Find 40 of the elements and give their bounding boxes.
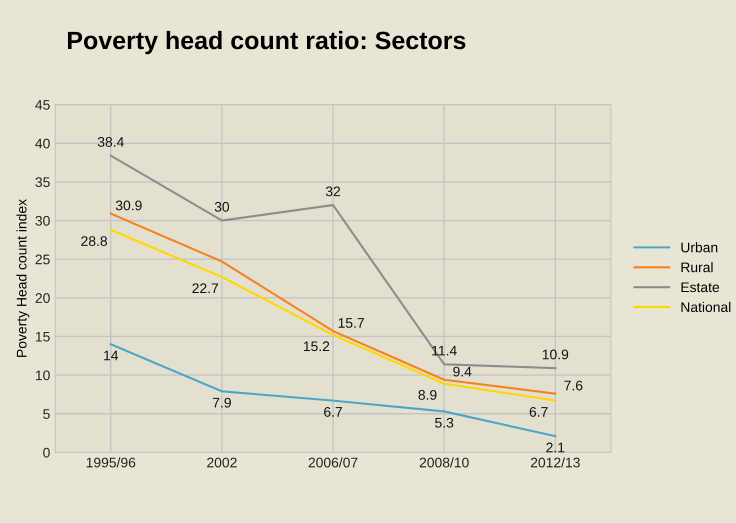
data-label: 15.7 [338,318,364,328]
data-label: 14 [104,350,118,360]
data-label: 30.9 [116,200,142,210]
data-label: 6.7 [324,407,342,417]
x-tick-label: 2006/07 [308,457,358,468]
data-label: 22.7 [192,283,218,294]
data-label: 11.4 [432,346,457,356]
legend-label: National [681,302,730,312]
y-tick-label: 35 [35,177,50,188]
data-label: 7.9 [212,398,231,408]
data-label: 6.7 [530,407,548,417]
y-tick-label: 30 [35,216,50,226]
y-axis-title: Poverty Head count index [16,199,30,357]
x-tick-label: 2002 [207,458,237,468]
chart-title: Poverty head count ratio: Sectors [68,30,466,54]
y-tick-label: 15 [36,332,50,342]
data-label: 5.3 [435,418,454,428]
data-label: 9.4 [453,366,472,377]
data-label: 2.1 [546,442,564,452]
y-tick-label: 5 [43,409,50,419]
x-tick-label: 2008/10 [420,457,469,468]
x-tick-label: 1995/96 [86,457,136,468]
data-label: 8.9 [418,390,437,400]
data-label: 10.9 [542,350,568,360]
data-label: 30 [214,202,230,212]
y-tick-label: 20 [36,293,50,303]
legend-label: Urban [681,242,718,252]
y-tick-label: 0 [43,448,50,458]
x-tick-label: 2012/13 [530,457,580,468]
y-tick-label: 40 [35,138,50,148]
legend-label: Estate [681,282,720,292]
y-tick-label: 25 [36,254,50,264]
data-label: 7.6 [564,380,582,390]
data-label: 38.4 [98,137,124,147]
y-tick-label: 10 [36,370,50,380]
y-tick-label: 45 [35,100,50,110]
data-label: 32 [326,186,340,196]
data-label: 15.2 [304,341,330,352]
legend-label: Rural [681,262,713,272]
data-label: 28.8 [81,236,108,246]
